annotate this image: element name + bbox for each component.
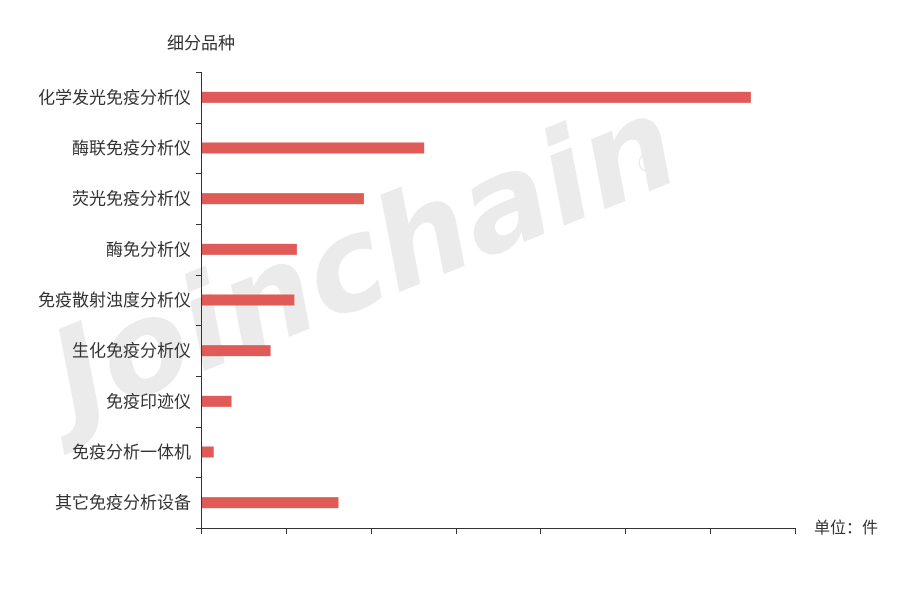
axes bbox=[196, 72, 796, 534]
category-label: 生化免疫分析仪 bbox=[72, 342, 191, 362]
category-label: 酶联免疫分析仪 bbox=[72, 139, 191, 159]
category-label: 其它免疫分析设备 bbox=[55, 494, 191, 514]
bar-5 bbox=[202, 294, 295, 306]
watermark-registered-mark: ® bbox=[635, 149, 661, 179]
y-axis-title: 细分品种 bbox=[167, 34, 235, 54]
x-axis-ticks bbox=[201, 528, 796, 534]
bar-2 bbox=[202, 142, 425, 154]
category-label: 免疫散射浊度分析仪 bbox=[38, 291, 191, 311]
bar-7 bbox=[202, 395, 232, 407]
x-axis-title: 单位：件 bbox=[814, 518, 878, 537]
bar-6 bbox=[202, 345, 271, 357]
category-label: 化学发光免疫分析仪 bbox=[38, 88, 191, 108]
category-labels: 化学发光免疫分析仪酶联免疫分析仪荧光免疫分析仪酶免分析仪免疫散射浊度分析仪生化免… bbox=[38, 88, 191, 513]
bar-1 bbox=[202, 91, 751, 103]
bar-9 bbox=[202, 497, 339, 509]
category-label: 免疫分析一体机 bbox=[72, 443, 191, 463]
y-axis-ticks bbox=[196, 72, 201, 529]
bar-4 bbox=[202, 243, 297, 255]
category-label: 酶免分析仪 bbox=[106, 240, 191, 260]
bars bbox=[202, 91, 751, 509]
category-label: 荧光免疫分析仪 bbox=[72, 190, 191, 210]
category-label: 免疫印迹仪 bbox=[106, 392, 191, 412]
bar-8 bbox=[202, 446, 214, 458]
bar-3 bbox=[202, 193, 364, 205]
